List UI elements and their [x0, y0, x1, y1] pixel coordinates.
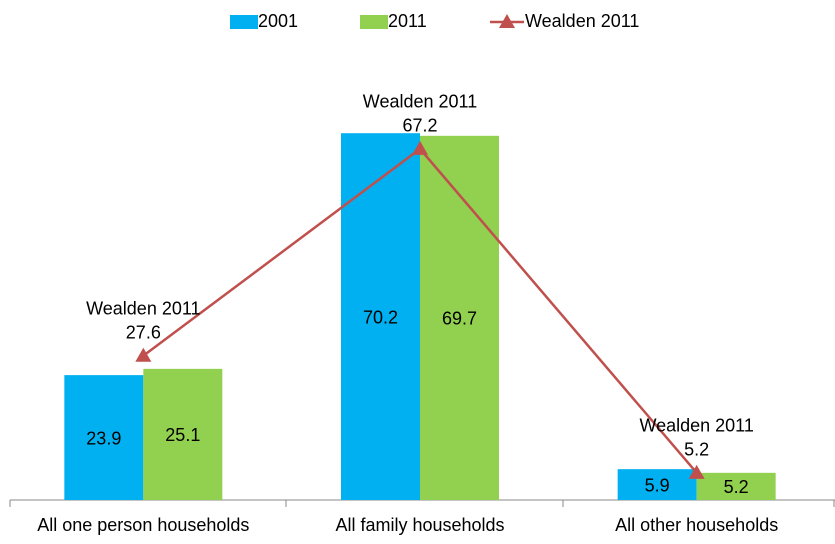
bar: [617, 469, 697, 500]
line-marker: [688, 464, 705, 479]
bar: [696, 472, 776, 500]
data-label-name: Wealden 2011: [86, 299, 200, 319]
line-marker: [135, 347, 152, 362]
bar: [341, 133, 420, 500]
data-label: 5.2: [724, 477, 749, 497]
data-label: 70.2: [363, 307, 398, 327]
line-marker: [412, 140, 428, 155]
bar: [143, 368, 223, 500]
data-label: 5.2: [684, 440, 709, 460]
legend-label: 2011: [388, 11, 427, 31]
legend-swatch: [230, 15, 258, 29]
legend-label: Wealden 2011: [525, 11, 639, 31]
x-tick-label: All family households: [335, 515, 504, 535]
data-label: 27.6: [126, 323, 161, 343]
legend-marker: [499, 14, 515, 28]
legend-swatch: [360, 15, 388, 29]
data-label: 25.1: [165, 425, 200, 445]
x-tick-label: All other households: [615, 515, 778, 535]
bar: [64, 375, 144, 500]
legend-label: 2001: [258, 11, 298, 31]
data-label-name: Wealden 2011: [363, 92, 477, 112]
x-tick-label: All one person households: [37, 515, 249, 535]
data-label: 69.7: [442, 309, 477, 329]
data-label: 67.2: [402, 116, 437, 136]
data-label-name: Wealden 2011: [639, 416, 753, 436]
data-label: 5.9: [645, 475, 670, 495]
data-label: 23.9: [86, 428, 121, 448]
